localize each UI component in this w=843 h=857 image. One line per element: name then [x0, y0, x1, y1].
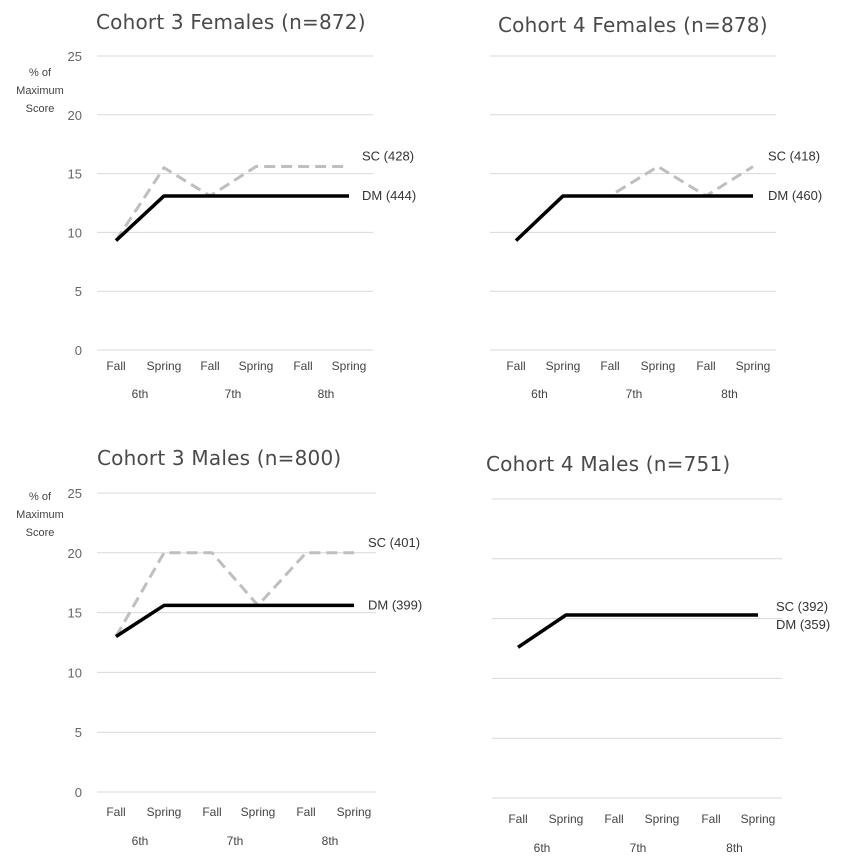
y-tick-label: 15 [68, 606, 82, 621]
x-tick-label: Spring [736, 359, 771, 373]
x-group-label: 6th [534, 841, 551, 855]
x-tick-label: Fall [106, 805, 125, 819]
y-tick-label: 25 [68, 49, 82, 64]
series-line-dm [114, 194, 349, 242]
y-tick-label: 5 [75, 725, 82, 740]
y-axis-label: % of [29, 491, 52, 503]
x-group-label: 6th [132, 387, 149, 401]
y-tick-label: 15 [68, 167, 82, 182]
y-axis-label: % of [29, 67, 52, 79]
y-axis-label: Maximum [16, 85, 64, 97]
y-tick-label: 0 [75, 343, 82, 358]
x-group-label: 7th [630, 841, 647, 855]
x-tick-label: Fall [508, 812, 527, 826]
x-group-label: 8th [322, 834, 339, 848]
x-group-label: 7th [227, 834, 244, 848]
series-line-dm [514, 194, 753, 242]
y-tick-label: 20 [68, 108, 82, 123]
series-line-dm [517, 613, 758, 649]
chart-title: Cohort 3 Males (n=800) [97, 446, 342, 470]
x-tick-label: Spring [337, 805, 372, 819]
series-line-sc [114, 551, 354, 638]
series-line-sc [517, 613, 758, 649]
x-tick-label: Fall [200, 359, 219, 373]
series-label: SC (401) [368, 535, 420, 550]
x-tick-label: Fall [604, 812, 623, 826]
x-group-label: 8th [318, 387, 335, 401]
x-tick-label: Fall [293, 359, 312, 373]
x-group-label: 6th [132, 834, 149, 848]
x-tick-label: Fall [506, 359, 525, 373]
y-tick-label: 5 [75, 284, 82, 299]
x-tick-label: Spring [641, 359, 676, 373]
chart-title: Cohort 4 Males (n=751) [486, 452, 731, 476]
y-tick-label: 10 [68, 225, 82, 240]
x-tick-label: Spring [645, 812, 680, 826]
series-label: DM (460) [768, 188, 822, 203]
y-axis-label: Score [26, 103, 55, 115]
x-tick-label: Spring [546, 359, 581, 373]
series-label: DM (444) [362, 188, 416, 203]
series-label: SC (418) [768, 149, 820, 164]
y-axis-label: Maximum [16, 509, 64, 521]
series-label: SC (392) [776, 599, 828, 614]
chart-title: Cohort 3 Females (n=872) [96, 10, 366, 34]
x-tick-label: Spring [239, 359, 274, 373]
x-tick-label: Fall [202, 805, 221, 819]
x-tick-label: Fall [296, 805, 315, 819]
x-tick-label: Fall [106, 359, 125, 373]
x-tick-label: Spring [241, 805, 276, 819]
y-tick-label: 20 [68, 546, 82, 561]
series-label: SC (428) [362, 149, 414, 164]
chart-title: Cohort 4 Females (n=878) [498, 13, 768, 37]
y-axis-label: Score [26, 527, 55, 539]
series-line-dm [115, 603, 354, 638]
x-group-label: 8th [726, 841, 743, 855]
series-label: DM (399) [368, 597, 422, 612]
series-label: DM (359) [776, 617, 830, 632]
x-group-label: 7th [626, 387, 643, 401]
x-group-label: 7th [225, 387, 242, 401]
x-tick-label: Fall [701, 812, 720, 826]
x-tick-label: Fall [600, 359, 619, 373]
x-group-label: 8th [721, 387, 738, 401]
x-tick-label: Fall [696, 359, 715, 373]
x-tick-label: Spring [741, 812, 776, 826]
y-tick-label: 10 [68, 665, 82, 680]
x-tick-label: Spring [147, 805, 182, 819]
x-group-label: 6th [531, 387, 548, 401]
x-tick-label: Spring [549, 812, 584, 826]
y-tick-label: 0 [75, 785, 82, 800]
x-tick-label: Spring [147, 359, 182, 373]
y-tick-label: 25 [68, 486, 82, 501]
series-line-sc [114, 165, 349, 242]
x-tick-label: Spring [332, 359, 367, 373]
